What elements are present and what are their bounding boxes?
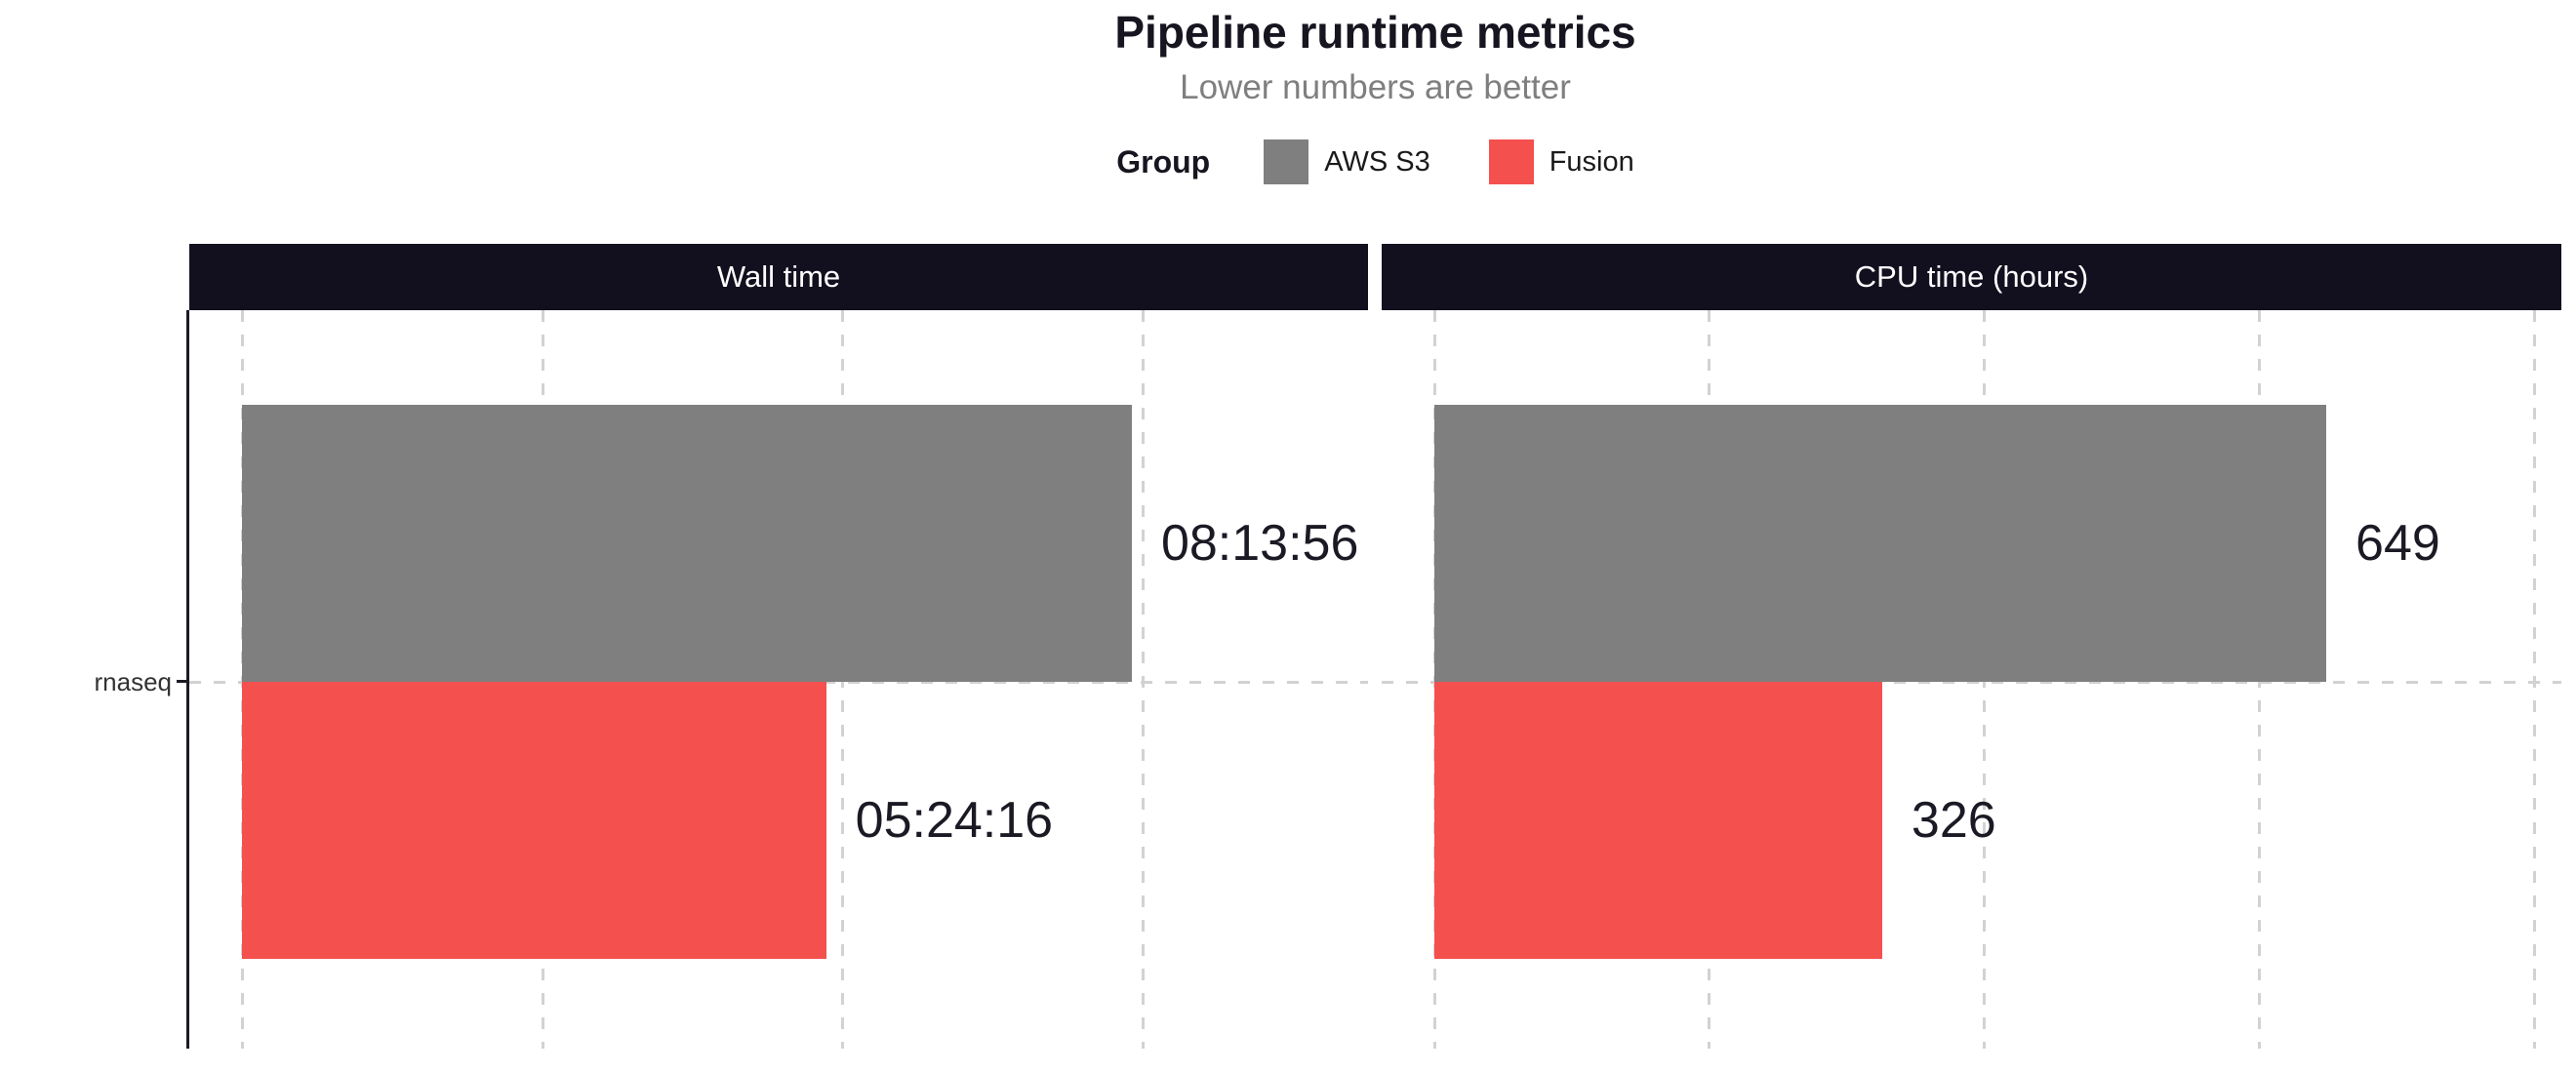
chart-subtitle: Lower numbers are better <box>1180 67 1571 106</box>
bar-aws-s3 <box>241 404 1132 682</box>
legend-swatch-fusion <box>1488 139 1534 185</box>
bar-value-label: 05:24:16 <box>855 791 1054 849</box>
facet-strip-cpu-time: CPU time (hours) <box>1382 244 2561 310</box>
facet-panel-cpu-time: CPU time (hours) 649 326 <box>1382 244 2561 1049</box>
facet-panel-wall-time: Wall time 08:13:56 05:24:16 <box>189 244 1368 1049</box>
legend-title: Group <box>1116 143 1211 179</box>
plot-area-cpu-time: 649 326 <box>1382 310 2561 1049</box>
category-gridline <box>1382 680 2561 684</box>
facet-strip-wall-time: Wall time <box>189 244 1368 310</box>
legend-label-fusion: Fusion <box>1549 145 1634 178</box>
legend-label-aws-s3: AWS S3 <box>1324 145 1430 178</box>
y-axis-tick <box>177 680 187 683</box>
legend-entry-aws-s3: AWS S3 <box>1264 139 1430 185</box>
plot-area-wall-time: 08:13:56 05:24:16 <box>189 310 1368 1049</box>
bar-aws-s3 <box>1433 404 2327 682</box>
chart-header: Pipeline runtime metrics Lower numbers a… <box>189 0 2561 186</box>
bar-value-label: 649 <box>2355 514 2440 572</box>
legend: Group AWS S3 Fusion <box>189 138 2561 186</box>
bar-value-label: 326 <box>1911 791 1996 849</box>
y-axis-line <box>186 310 189 1049</box>
chart-title: Pipeline runtime metrics <box>1114 7 1636 58</box>
legend-swatch-aws-s3 <box>1264 139 1309 185</box>
facet-strip-label: Wall time <box>716 259 841 294</box>
bar-value-label: 08:13:56 <box>1160 514 1359 572</box>
legend-entry-fusion: Fusion <box>1488 139 1634 185</box>
x-gridline <box>2532 310 2536 1049</box>
y-axis-tick-label: rnaseq <box>94 667 173 696</box>
facet-strip-label: CPU time (hours) <box>1854 259 2089 294</box>
x-gridline <box>1142 310 1146 1049</box>
bar-fusion <box>241 681 826 959</box>
bar-fusion <box>1433 681 1882 959</box>
